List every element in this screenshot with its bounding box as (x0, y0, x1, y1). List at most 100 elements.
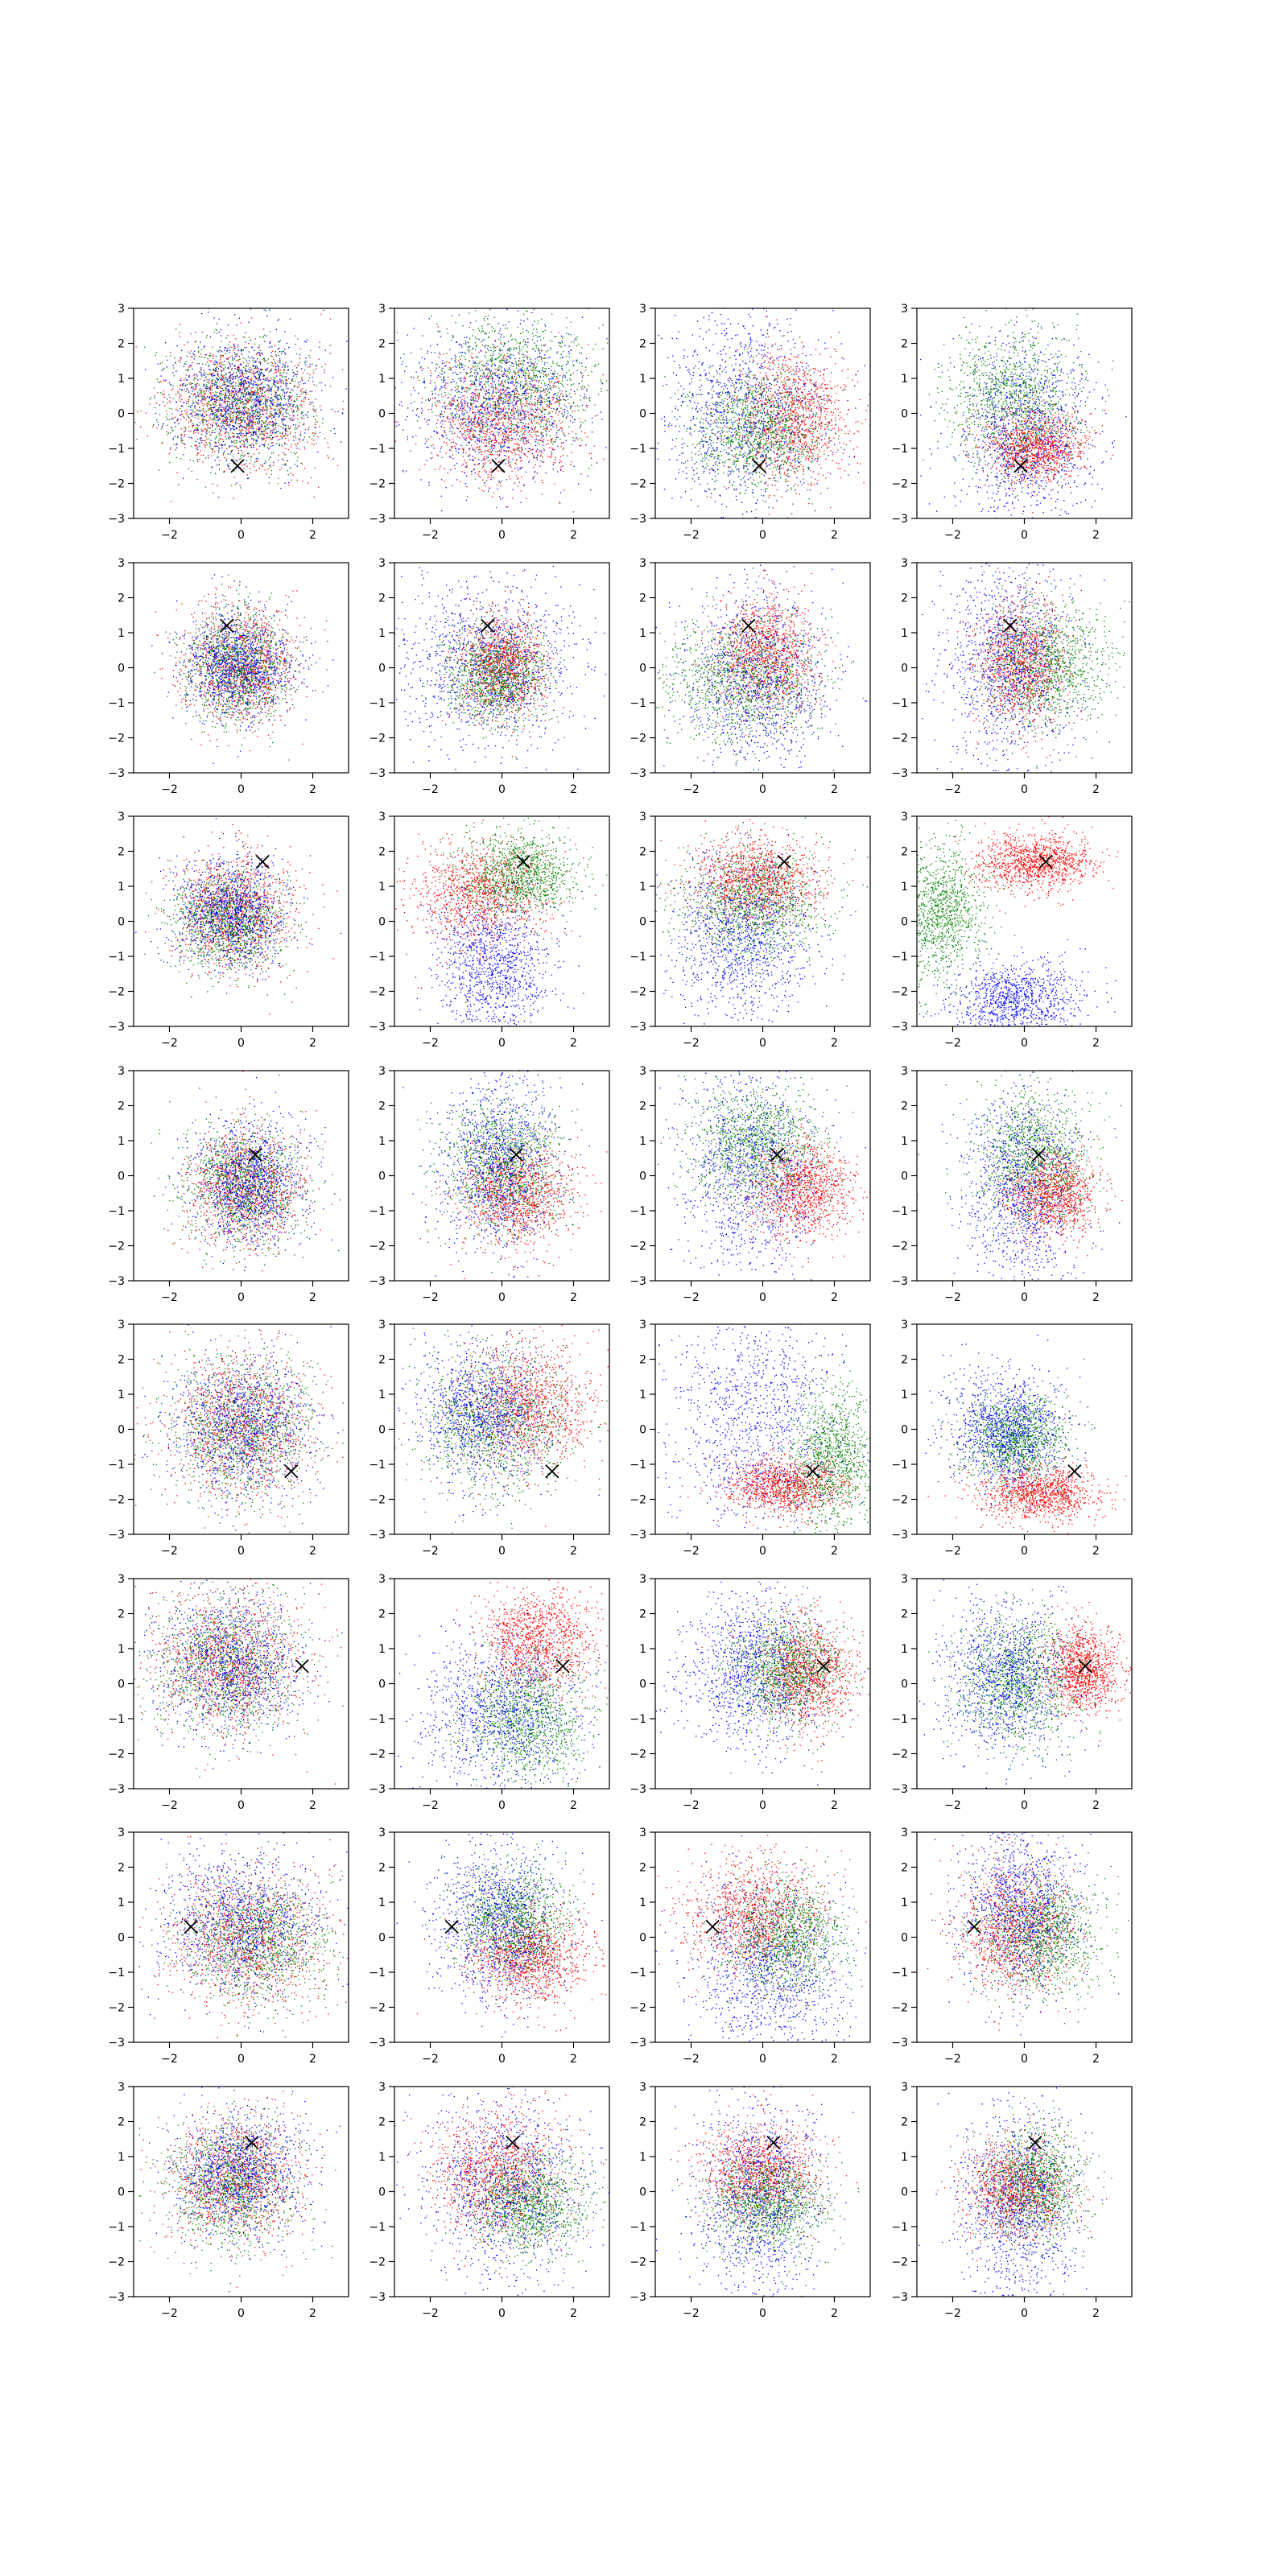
green-point (552, 363, 553, 364)
red-point (180, 385, 181, 386)
blue-point (224, 428, 225, 429)
red-point (285, 379, 286, 380)
red-point (225, 423, 226, 424)
blue-point (230, 430, 231, 431)
red-point (508, 409, 509, 410)
blue-point (278, 366, 279, 367)
green-point (221, 390, 222, 391)
red-point (207, 361, 208, 362)
green-point (216, 384, 217, 385)
blue-point (196, 424, 197, 425)
green-point (171, 427, 172, 428)
red-point (269, 437, 270, 438)
green-point (558, 430, 559, 431)
red-point (232, 368, 233, 369)
blue-point (197, 449, 198, 450)
blue-point (240, 446, 241, 447)
red-point (477, 410, 478, 411)
red-point (471, 445, 472, 446)
green-point (222, 364, 223, 365)
green-point (163, 368, 164, 369)
green-point (497, 384, 498, 385)
green-point (215, 429, 216, 430)
green-point (238, 407, 239, 408)
blue-point (248, 382, 249, 383)
red-point (265, 469, 266, 470)
green-point (181, 439, 182, 440)
green-point (559, 439, 560, 440)
green-point (215, 364, 216, 365)
blue-point (245, 396, 246, 397)
green-point (546, 377, 547, 378)
green-point (513, 366, 514, 367)
red-point (248, 386, 249, 387)
green-point (216, 437, 217, 438)
red-point (533, 385, 534, 386)
green-point (510, 339, 511, 340)
blue-point (217, 457, 218, 458)
green-point (210, 355, 211, 356)
blue-point (279, 362, 280, 363)
red-point (252, 416, 253, 417)
red-point (521, 404, 522, 405)
red-point (549, 403, 550, 404)
red-point (280, 407, 281, 408)
green-point (313, 406, 314, 407)
blue-point (255, 398, 256, 399)
blue-point (281, 389, 282, 390)
green-point (298, 457, 299, 458)
green-point (246, 373, 247, 374)
green-point (544, 414, 545, 415)
red-point (179, 396, 180, 397)
red-point (501, 409, 502, 410)
blue-point (214, 383, 215, 384)
green-point (343, 401, 344, 402)
red-point (264, 438, 265, 439)
green-point (504, 342, 505, 343)
blue-point (259, 429, 260, 430)
blue-point (240, 397, 241, 398)
blue-point (217, 380, 218, 381)
red-point (255, 393, 256, 394)
blue-point (285, 429, 286, 430)
blue-point (212, 467, 213, 468)
blue-point (287, 388, 288, 389)
green-point (505, 343, 506, 344)
green-point (500, 383, 501, 384)
red-point (561, 443, 562, 444)
red-point (509, 442, 510, 443)
red-point (472, 411, 473, 412)
red-point (287, 391, 288, 392)
green-point (486, 381, 487, 382)
green-point (186, 370, 187, 371)
red-point (267, 432, 268, 433)
blue-point (296, 367, 297, 368)
green-point (277, 483, 278, 484)
red-point (229, 364, 230, 365)
blue-point (200, 341, 201, 342)
blue-point (187, 356, 188, 357)
green-point (233, 408, 234, 409)
red-point (301, 378, 302, 379)
green-point (205, 364, 206, 365)
red-point (275, 354, 276, 355)
blue-point (285, 353, 286, 354)
green-point (266, 407, 267, 408)
red-point (202, 440, 203, 441)
red-point (512, 409, 513, 410)
blue-point (245, 332, 246, 333)
red-point (208, 419, 209, 420)
blue-point (251, 447, 252, 448)
red-point (491, 420, 492, 421)
red-point (546, 420, 547, 421)
red-point (523, 341, 524, 342)
green-point (303, 398, 304, 399)
green-point (223, 369, 224, 370)
blue-point (252, 347, 253, 348)
red-point (284, 394, 285, 395)
blue-point (252, 399, 253, 400)
blue-point (265, 396, 266, 397)
blue-point (165, 379, 166, 380)
blue-point (333, 459, 334, 460)
green-point (465, 422, 466, 423)
